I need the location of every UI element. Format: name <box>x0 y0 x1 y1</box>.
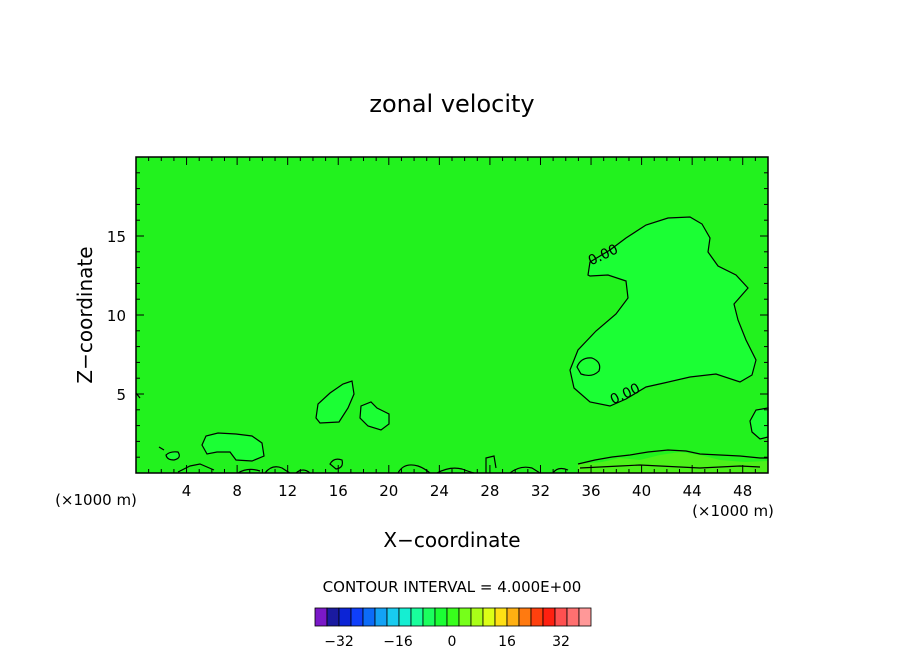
x-unit-right: (×1000 m) <box>692 502 774 520</box>
colorbar-tick-label: 32 <box>552 634 570 650</box>
y-axis-label: Z−coordinate <box>73 246 97 383</box>
x-tick-label: 40 <box>632 482 651 500</box>
colorbar-swatch <box>326 607 340 627</box>
contour-lines <box>135 216 769 474</box>
contour-line <box>576 357 601 377</box>
x-tick-label: 20 <box>379 482 398 500</box>
axis-ticks <box>136 157 768 473</box>
contour-line <box>569 216 757 407</box>
colorbar-swatch <box>374 607 388 627</box>
colorbar-tick-labels: −32 −16 0 16 32 <box>324 634 570 650</box>
colorbar-swatch <box>458 607 472 627</box>
colorbar-swatch <box>494 607 508 627</box>
contour-region <box>570 217 756 406</box>
colorbar-swatch <box>518 607 532 627</box>
colorbar-swatch <box>566 607 580 627</box>
colorbar-swatch <box>314 607 328 627</box>
contour-interval-text: CONTOUR INTERVAL = 4.000E+00 <box>323 578 582 596</box>
colorbar-swatch <box>542 607 556 627</box>
x-tick-label: 32 <box>531 482 550 500</box>
colorbar-tick-label: 0 <box>448 634 457 650</box>
chart-title: zonal velocity <box>369 90 534 118</box>
colorbar-swatch <box>530 607 544 627</box>
y-tick-label: 15 <box>107 228 126 246</box>
colorbar-swatch <box>446 607 460 627</box>
colorbar-swatch <box>578 607 592 627</box>
x-tick-label: 16 <box>329 482 348 500</box>
contour-region <box>577 357 600 376</box>
x-unit-left: (×1000 m) <box>55 491 137 509</box>
contour-line <box>485 455 497 473</box>
contour-fills <box>166 217 768 473</box>
colorbar-swatch <box>350 607 364 627</box>
contour-region <box>578 452 768 473</box>
x-tick-label: 48 <box>733 482 752 500</box>
contour-line <box>295 469 311 474</box>
x-tick-label: 36 <box>581 482 600 500</box>
contour-line <box>315 380 355 424</box>
colorbar-tick-label: 16 <box>498 634 516 650</box>
colorbar-swatch <box>422 607 436 627</box>
x-tick-label: 24 <box>430 482 449 500</box>
contour-line <box>579 464 761 469</box>
colorbar-tick-label: −32 <box>324 634 354 650</box>
colorbar-swatch <box>470 607 484 627</box>
contour-region <box>166 451 180 460</box>
colorbar-swatch <box>506 607 520 627</box>
colorbar-swatch <box>398 607 412 627</box>
contour-line <box>237 468 261 474</box>
colorbar-swatch <box>482 607 496 627</box>
x-axis-label: X−coordinate <box>383 528 520 552</box>
contour-line <box>201 432 265 462</box>
y-tick-label: 10 <box>107 307 126 325</box>
contour-region <box>202 433 264 461</box>
y-tick-label: 5 <box>116 386 126 404</box>
colorbar-swatch <box>386 607 400 627</box>
contour-line <box>264 466 291 474</box>
colorbar-swatch <box>338 607 352 627</box>
contour-region <box>750 408 768 439</box>
contour-line <box>577 449 768 465</box>
contour-line <box>509 466 541 474</box>
contour-line <box>158 446 165 451</box>
colorbar-swatch <box>410 607 424 627</box>
colorbar-swatch <box>362 607 376 627</box>
contour-line <box>552 467 569 474</box>
colorbar <box>314 607 592 627</box>
x-tick-label: 8 <box>232 482 242 500</box>
colorbar-swatch <box>554 607 568 627</box>
colorbar-swatch <box>434 607 448 627</box>
contour-line <box>359 401 390 431</box>
contour-region <box>360 402 389 430</box>
x-tick-label: 4 <box>182 482 192 500</box>
contour-line <box>165 451 180 461</box>
x-tick-label: 28 <box>480 482 499 500</box>
x-tick-label: 12 <box>278 482 297 500</box>
colorbar-tick-label: −16 <box>383 634 413 650</box>
contour-line <box>436 467 475 474</box>
x-tick-label: 44 <box>683 482 702 500</box>
contour-line <box>177 463 215 473</box>
